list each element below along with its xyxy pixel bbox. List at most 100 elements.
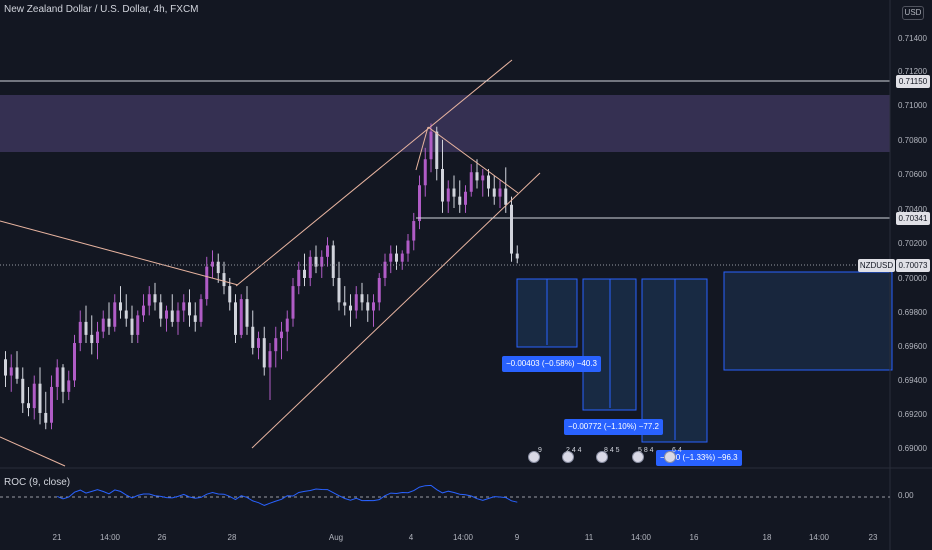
measure-label[interactable]: −0.00403 (−0.58%) −40.3 <box>502 356 601 372</box>
candle-body <box>406 240 410 254</box>
event-count: 5 8 4 <box>638 447 654 454</box>
candle-body <box>107 318 111 327</box>
candle-body <box>412 221 416 241</box>
time-tick: Aug <box>328 533 344 542</box>
time-tick: 28 <box>227 533 237 542</box>
time-tick: 14:00 <box>452 533 474 542</box>
candle-body <box>435 131 439 169</box>
level-price-tag: 0.71150 <box>896 75 930 88</box>
candle-body <box>320 256 324 267</box>
candle-body <box>285 318 289 332</box>
event-flag-icon[interactable] <box>632 451 644 463</box>
candle-body <box>101 318 105 332</box>
measure-label[interactable]: −0.00 (−1.33%) −96.3 <box>656 450 742 466</box>
candle-body <box>228 286 232 303</box>
candle-body <box>211 261 214 267</box>
event-flag-icon[interactable] <box>664 451 676 463</box>
price-tick: 0.70400 <box>898 205 927 214</box>
symbol-title: New Zealand Dollar / U.S. Dollar, 4h, FX… <box>4 4 199 15</box>
candle-body <box>38 383 42 413</box>
lower-trendline <box>0 436 66 467</box>
candle-body <box>251 326 255 348</box>
time-tick: 14:00 <box>808 533 830 542</box>
candle-body <box>469 172 473 192</box>
currency-button[interactable]: USD <box>902 6 924 20</box>
candle-body <box>44 412 48 423</box>
candle-body <box>331 245 335 278</box>
candle-body <box>418 185 421 222</box>
candle-body <box>4 359 7 376</box>
candle-body <box>90 334 94 344</box>
price-tick: 0.70800 <box>898 136 927 145</box>
candle-body <box>176 310 180 322</box>
time-tick: 16 <box>689 533 699 542</box>
price-tick: 0.69400 <box>898 376 927 385</box>
candle-body <box>297 269 301 287</box>
price-tick: 0.70600 <box>898 170 927 179</box>
candle-body <box>343 302 347 306</box>
candle-body <box>464 191 467 205</box>
event-count: 8 4 5 <box>604 447 620 454</box>
time-tick: 26 <box>157 533 167 542</box>
candle-body <box>360 294 364 303</box>
candle-body <box>481 175 485 181</box>
time-tick: 21 <box>52 533 62 542</box>
candle-body <box>55 367 59 387</box>
candle-body <box>15 367 19 379</box>
wedge-top-line <box>427 126 519 194</box>
last-price-tag: 0.70073 <box>896 259 930 272</box>
time-tick: 14:00 <box>99 533 121 542</box>
candle-body <box>400 253 404 262</box>
indicator-label[interactable]: ROC (9, close) <box>4 477 71 488</box>
candle-body <box>205 266 209 300</box>
candle-body <box>515 253 519 259</box>
trendlines-layer <box>0 59 890 467</box>
candle-body <box>165 310 168 319</box>
price-tick: 0.71400 <box>898 34 927 43</box>
candle-body <box>429 131 433 160</box>
candle-body <box>170 310 174 322</box>
candle-body <box>475 172 479 181</box>
candle-body <box>199 299 203 322</box>
measurement-tools <box>516 271 893 443</box>
candle-body <box>67 380 71 392</box>
candle-body <box>21 378 25 404</box>
channel-lower-line <box>251 172 541 449</box>
candle-body <box>257 338 260 348</box>
measure-label[interactable]: −0.00772 (−1.10%) −77.2 <box>564 419 663 435</box>
level-price-tag: 0.70341 <box>896 212 930 225</box>
candle-body <box>61 367 65 392</box>
candle-body <box>245 299 249 327</box>
candle-body <box>498 188 502 197</box>
event-flag-icon[interactable] <box>562 451 574 463</box>
event-flag-icon[interactable] <box>528 451 540 463</box>
price-tick: 0.71200 <box>898 67 927 76</box>
candle-body <box>50 386 53 423</box>
candle-body <box>395 253 398 262</box>
candle-body <box>446 188 450 202</box>
candle-body <box>234 302 237 335</box>
time-tick: 14:00 <box>630 533 652 542</box>
candle-body <box>142 305 145 316</box>
candle-body <box>113 302 117 327</box>
candle-body <box>216 261 220 274</box>
target-zone-box <box>723 271 893 371</box>
candle-body <box>96 331 99 344</box>
candle-body <box>383 261 387 278</box>
event-count: 2 4 4 <box>566 447 582 454</box>
candle-body <box>452 188 456 197</box>
candle-body <box>504 188 508 205</box>
price-tick: 0.70000 <box>898 274 927 283</box>
time-tick: 23 <box>868 533 878 542</box>
event-count: 6 4 <box>672 447 682 454</box>
candle-body <box>73 343 76 381</box>
candle-body <box>239 299 243 335</box>
resistance-zone <box>0 95 890 152</box>
candle-body <box>458 196 462 205</box>
event-flag-icon[interactable] <box>596 451 608 463</box>
candle-body <box>280 331 283 339</box>
price-tick: 0.70200 <box>898 239 927 248</box>
candle-body <box>441 168 444 202</box>
candle-body <box>32 383 36 409</box>
